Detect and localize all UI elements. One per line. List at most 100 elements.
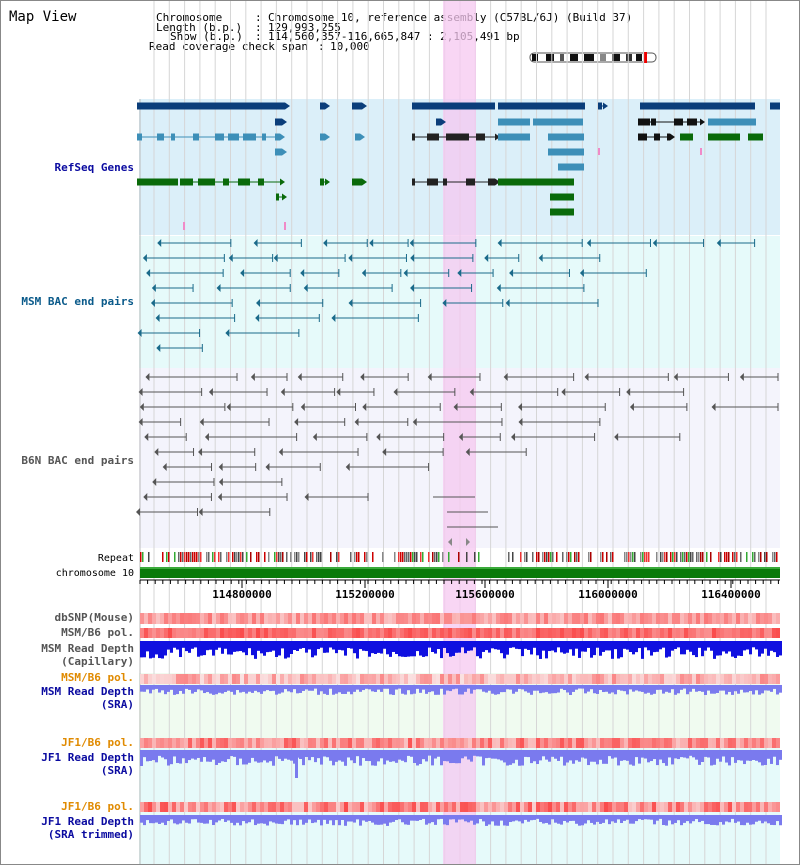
depth-bar [722,641,725,652]
heat-cell [632,738,636,748]
depth-bar [329,815,332,821]
depth-bar [728,641,731,652]
selection-highlight[interactable] [443,0,476,865]
heat-cell [300,628,304,638]
heat-cell [768,738,772,748]
bac-end-marker [497,239,502,247]
depth-bar [542,685,545,693]
depth-bar [752,815,755,825]
repeat-element [188,552,190,562]
bac-end-marker [250,373,255,381]
depth-bar [239,750,242,759]
depth-bar [308,750,311,761]
heat-cell [500,802,504,812]
depth-bar [254,641,257,659]
heat-cell [624,674,628,684]
depth-bar [731,641,734,657]
heat-cell [512,628,516,638]
heat-cell [376,674,380,684]
heat-cell [236,738,240,748]
heat-cell [680,738,684,748]
gene-exon [228,133,239,141]
depth-bar [608,750,611,757]
heat-cell [724,738,728,748]
heat-cell [328,674,332,684]
heat-cell [216,674,220,684]
repeat-element [406,552,408,562]
heat-cell [308,802,312,812]
depth-bar [257,815,260,824]
heat-cell [680,613,684,624]
depth-bar [380,641,383,654]
chromosome-ideogram[interactable] [529,52,657,63]
depth-bar [512,685,515,694]
heat-cell [532,613,536,624]
chromosome-bar[interactable] [140,567,780,578]
depth-bar [485,815,488,826]
heat-cell [288,802,292,812]
repeat-element [246,552,248,562]
depth-bar [218,641,221,648]
heat-cell [244,802,248,812]
heat-cell [476,802,480,812]
bac-end-marker [354,418,359,426]
depth-bar [281,641,284,649]
depth-bar [731,685,734,695]
heat-cell [372,628,376,638]
repeat-element [478,552,480,562]
heat-cell [368,628,372,638]
depth-bar [275,815,278,824]
depth-bar [725,641,728,654]
depth-bar [188,641,191,653]
depth-bar [215,815,218,823]
heat-cell [620,802,624,812]
depth-bar [764,685,767,691]
depth-bar [200,750,203,762]
repeat-element [290,552,292,562]
repeat-element [606,552,608,562]
heat-cell [696,628,700,638]
depth-bar [536,641,539,656]
depth-bar [260,685,263,694]
heat-cell [436,674,440,684]
heat-cell [348,802,352,812]
repeat-element [294,552,296,562]
heat-cell [280,802,284,812]
depth-bar [533,641,536,648]
depth-bar [314,750,317,763]
heat-cell [224,674,228,684]
heat-cell [452,674,456,684]
label-repeat: Repeat [98,553,134,564]
depth-bar [713,685,716,694]
gene-marker [598,148,600,155]
refseq-genes-features[interactable] [137,102,780,231]
heat-cell [640,674,644,684]
depth-bar [404,750,407,763]
heat-tracks[interactable] [140,613,780,812]
depth-bar [350,750,353,761]
heat-cell [636,628,640,638]
depth-bar [239,815,242,826]
bac-end-marker [466,538,470,546]
depth-bar [392,750,395,762]
b6n-bac-features[interactable] [136,373,779,546]
msm-bac-features[interactable] [137,239,756,352]
heat-cell [696,613,700,624]
depth-bar [530,750,533,764]
depth-bar [194,815,197,820]
heat-cell [460,674,464,684]
heat-cell [300,738,304,748]
repeat-track[interactable] [140,552,778,562]
heat-cell [576,628,580,638]
heat-cell [368,613,372,624]
depth-bar [188,685,191,690]
repeat-element [664,552,666,562]
depth-tracks[interactable] [140,641,782,826]
depth-bar [716,750,719,759]
heat-cell [544,802,548,812]
depth-bar [284,685,287,690]
heat-cell [280,738,284,748]
gene-block [137,178,178,186]
depth-bar [494,750,497,759]
